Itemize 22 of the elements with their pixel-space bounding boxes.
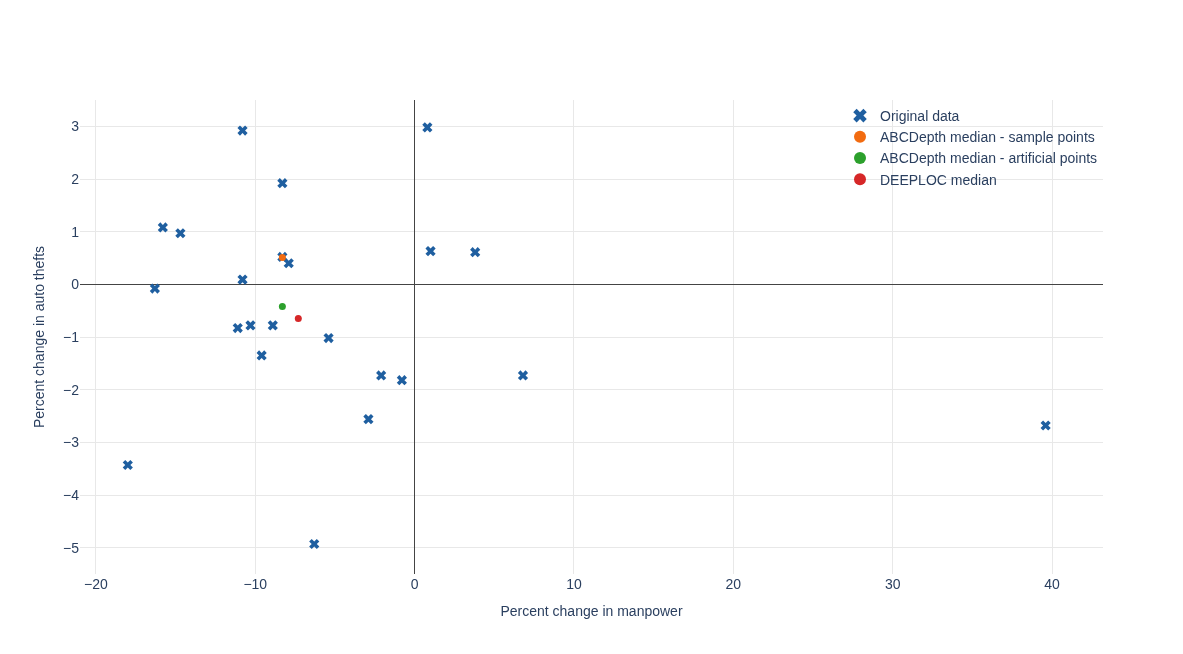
- x-tick-label: 40: [1044, 576, 1061, 592]
- y-tick-label: 3: [71, 118, 80, 135]
- x-axis-title: Percent change in manpower: [500, 603, 683, 620]
- y-tick-label: −5: [63, 539, 80, 556]
- x-tick-label: −20: [84, 576, 109, 592]
- legend-label: DEEPLOC median: [880, 171, 997, 188]
- y-tick-label: 2: [71, 170, 80, 187]
- y-tick-label: −1: [63, 328, 80, 345]
- x-tick-label: 30: [884, 576, 901, 592]
- y-tick-label: −4: [63, 486, 80, 503]
- x-tick-label: 20: [725, 576, 742, 592]
- legend-label: Original data: [880, 108, 960, 125]
- legend-label: ABCDepth median - artificial points: [880, 150, 1098, 167]
- y-tick-label: −2: [63, 381, 80, 398]
- x-tick-label: −10: [243, 576, 268, 592]
- y-tick-label: −3: [63, 434, 80, 451]
- y-tick-label: 0: [71, 276, 80, 293]
- x-tick-label: 10: [566, 576, 582, 592]
- legend-label: ABCDepth median - sample points: [880, 129, 1095, 146]
- y-axis-title: Percent change in auto thefts: [30, 245, 47, 429]
- x-tick-label: 0: [410, 576, 419, 592]
- y-tick-label: 1: [71, 223, 80, 240]
